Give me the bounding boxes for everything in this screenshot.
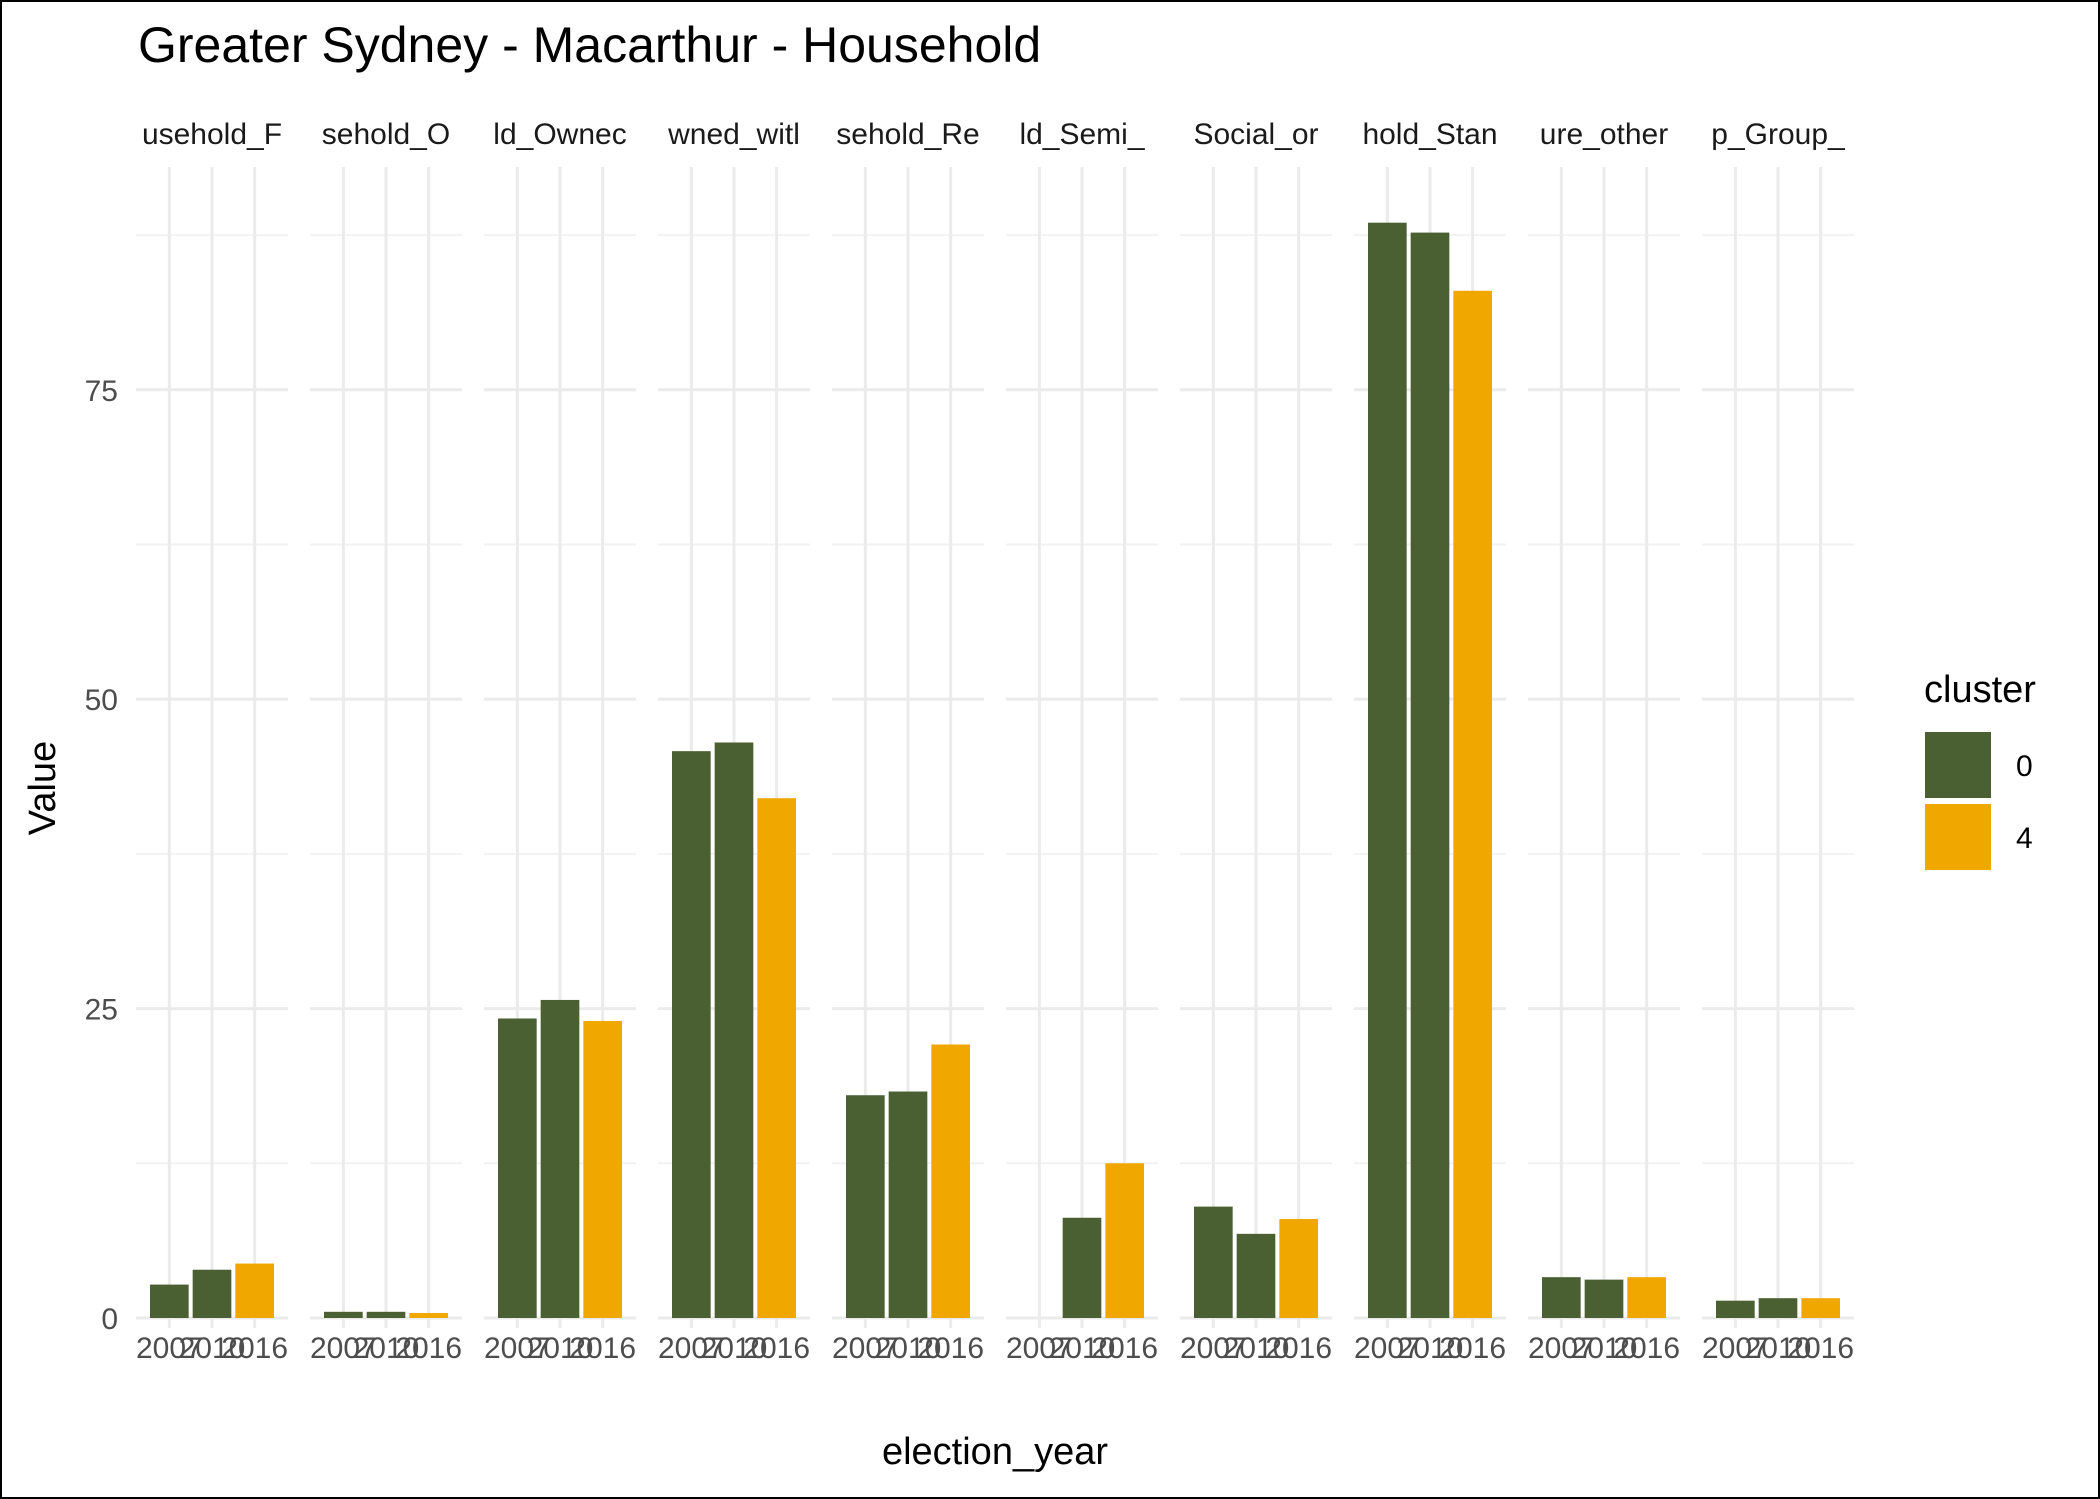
bar	[846, 1095, 885, 1318]
x-tick-label: 2007	[1702, 1332, 1769, 1365]
bar	[714, 742, 754, 1318]
x-tick-label: 2016	[221, 1332, 288, 1365]
bar	[1627, 1277, 1666, 1318]
x-tick-label: 2007	[310, 1332, 377, 1365]
bar	[150, 1284, 189, 1318]
y-tick-label: 50	[85, 684, 118, 717]
bar	[931, 1044, 970, 1318]
x-tick-label: 2016	[743, 1332, 810, 1365]
bar	[583, 1020, 622, 1318]
y-axis: 0 25 50 75	[85, 375, 118, 1336]
bar	[1194, 1206, 1233, 1318]
x-tick-label: 2007	[1180, 1332, 1247, 1365]
facet-strip-label: wned_witl	[667, 118, 800, 151]
facet-panels: usehold_F200720102016sehold_O20072010201…	[136, 118, 1854, 1365]
bar	[1410, 232, 1450, 1319]
x-tick-label: 2007	[1006, 1332, 1073, 1365]
x-tick-label: 2007	[484, 1332, 551, 1365]
bar	[1758, 1298, 1798, 1318]
x-tick-label: 2007	[1528, 1332, 1595, 1365]
x-axis-title: election_year	[882, 1431, 1108, 1473]
bar	[672, 751, 711, 1318]
x-tick-label: 2010	[701, 1332, 768, 1365]
x-tick-label: 2016	[395, 1332, 462, 1365]
x-tick-label: 2016	[1091, 1332, 1158, 1365]
x-tick-label: 2010	[527, 1332, 594, 1365]
legend-label: 4	[2016, 822, 2033, 855]
x-tick-label: 2016	[1787, 1332, 1854, 1365]
x-tick-label: 2010	[1223, 1332, 1290, 1365]
bar	[498, 1018, 537, 1318]
x-tick-label: 2010	[179, 1332, 246, 1365]
facet-strip-label: ure_other	[1540, 118, 1668, 151]
bar	[888, 1091, 928, 1318]
facet-strip-label: ld_Ownec	[493, 118, 626, 151]
bar	[192, 1269, 232, 1318]
bar	[1105, 1163, 1144, 1318]
bar	[1279, 1218, 1318, 1318]
bar	[366, 1311, 406, 1318]
bar	[1236, 1233, 1276, 1318]
legend-swatch	[1925, 804, 1991, 870]
x-tick-label: 2007	[136, 1332, 203, 1365]
x-tick-label: 2016	[917, 1332, 984, 1365]
y-tick-label: 75	[85, 375, 118, 408]
facet-strip-label: sehold_O	[322, 118, 450, 151]
x-tick-label: 2010	[353, 1332, 420, 1365]
y-tick-label: 0	[101, 1303, 118, 1336]
legend-swatch	[1925, 732, 1991, 798]
bar	[1716, 1300, 1755, 1318]
bar	[1584, 1279, 1624, 1318]
bar	[235, 1263, 274, 1318]
bar	[1542, 1277, 1581, 1318]
bar	[1368, 222, 1407, 1318]
bar	[1801, 1298, 1840, 1318]
x-tick-label: 2016	[1265, 1332, 1332, 1365]
bar	[540, 999, 580, 1318]
legend-title: cluster	[1924, 669, 2036, 711]
facet-strip-label: sehold_Re	[836, 118, 979, 151]
facet-strip-label: Social_or	[1193, 118, 1318, 151]
x-tick-label: 2010	[1397, 1332, 1464, 1365]
x-tick-label: 2016	[1439, 1332, 1506, 1365]
x-tick-label: 2007	[658, 1332, 725, 1365]
legend: cluster 0 4	[1924, 669, 2036, 870]
bar	[1062, 1217, 1102, 1318]
x-tick-label: 2016	[569, 1332, 636, 1365]
bar	[1453, 290, 1492, 1318]
x-tick-label: 2010	[1745, 1332, 1812, 1365]
facet-strip-label: hold_Stan	[1362, 118, 1497, 151]
x-tick-label: 2007	[1354, 1332, 1421, 1365]
legend-label: 0	[2016, 750, 2033, 783]
y-tick-label: 25	[85, 994, 118, 1027]
x-tick-label: 2010	[875, 1332, 942, 1365]
x-tick-label: 2010	[1571, 1332, 1638, 1365]
bar	[757, 798, 796, 1318]
facet-strip-label: p_Group_	[1711, 118, 1846, 151]
x-tick-label: 2016	[1613, 1332, 1680, 1365]
x-tick-label: 2007	[832, 1332, 899, 1365]
facet-strip-label: usehold_F	[142, 118, 282, 151]
x-tick-label: 2010	[1049, 1332, 1116, 1365]
bar	[409, 1313, 448, 1318]
bar	[324, 1311, 363, 1318]
chart-title: Greater Sydney - Macarthur - Household	[138, 17, 1041, 73]
facet-strip-label: ld_Semi_	[1019, 118, 1145, 151]
y-axis-title: Value	[22, 741, 64, 835]
